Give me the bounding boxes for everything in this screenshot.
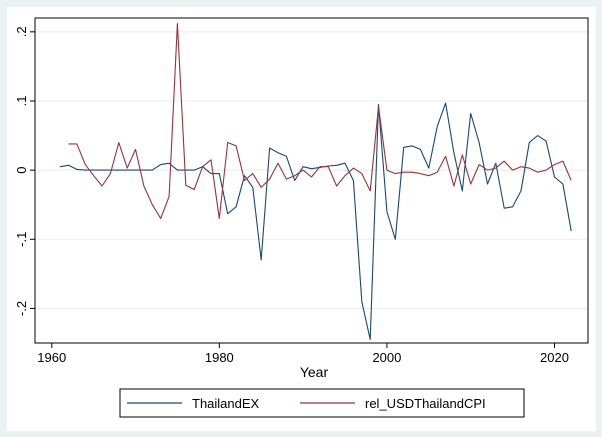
- plot-area-frame: [34, 17, 589, 344]
- x-axis-title: Year: [300, 364, 329, 380]
- legend-label-1: ThailandEX: [192, 396, 260, 411]
- legend: ThailandEX rel_USDThailandCPI: [127, 396, 486, 411]
- y-tick-label: -.1: [14, 232, 29, 247]
- y-tick-label: 0: [14, 167, 29, 174]
- x-tick-label: 2020: [540, 350, 569, 365]
- y-tick-label: .2: [14, 26, 29, 37]
- grid-lines: [35, 31, 588, 309]
- y-tick-label: -.2: [14, 301, 29, 316]
- legend-label-2: rel_USDThailandCPI: [365, 396, 486, 411]
- y-axis: -.2 -.1 0 .1 .2: [14, 26, 35, 316]
- series-lines: [60, 22, 572, 341]
- plot-region: [7, 7, 596, 431]
- x-tick-label: 1980: [205, 350, 234, 365]
- series-line-1: [60, 102, 572, 341]
- x-tick-label: 2000: [372, 350, 401, 365]
- x-axis: 1960 1980 2000 2020: [37, 343, 569, 365]
- series-line-2: [68, 22, 572, 220]
- x-tick-label: 1960: [37, 350, 66, 365]
- y-tick-label: .1: [14, 96, 29, 107]
